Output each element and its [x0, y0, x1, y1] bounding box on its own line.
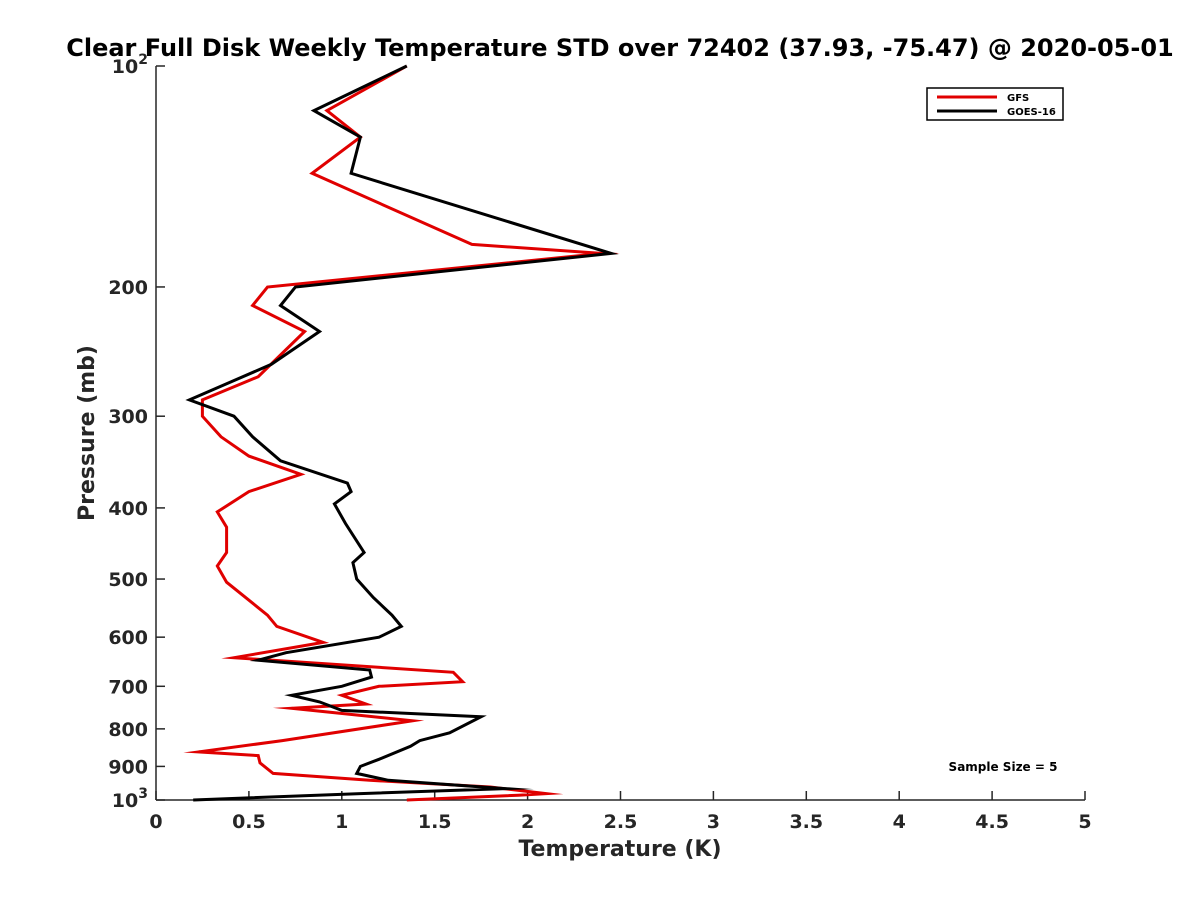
x-tick-label: 3	[707, 811, 720, 833]
y-tick-label: 103	[112, 786, 148, 812]
y-tick-label: 700	[108, 676, 148, 698]
legend-label: GOES-16	[1007, 107, 1056, 118]
chart-title: Clear Full Disk Weekly Temperature STD o…	[66, 34, 1174, 62]
x-axis-label: Temperature (K)	[518, 837, 721, 862]
y-tick-label: 600	[108, 627, 148, 649]
series-line-goes-16	[185, 64, 619, 802]
x-tick-label: 0	[149, 811, 162, 833]
y-tick-label: 102	[112, 52, 148, 78]
x-tick-label: 1	[335, 811, 348, 833]
legend: GFS GOES-16	[926, 87, 1064, 121]
series-line-gfs	[183, 64, 620, 802]
series-layer	[183, 64, 620, 802]
y-tick-label: 300	[108, 406, 148, 428]
y-tick-label: 500	[108, 569, 148, 591]
x-tick-label: 3.5	[789, 811, 823, 833]
y-axis-label: Pressure (mb)	[75, 345, 100, 521]
x-tick-label: 5	[1078, 811, 1091, 833]
plot-area: 0 0.5 1 1.5 2 2.5 3 3.5 4 4.5 5 102200300400500600…	[108, 52, 1091, 833]
y-tick-base: 10	[112, 56, 138, 78]
legend-box	[926, 87, 1064, 121]
x-tick-label: 0.5	[232, 811, 266, 833]
y-tick-label: 800	[108, 719, 148, 741]
y-tick-exponent: 2	[138, 52, 148, 68]
y-tick-base: 10	[112, 790, 138, 812]
sample-size-annotation: Sample Size = 5	[949, 760, 1058, 774]
x-tick-label: 2	[521, 811, 534, 833]
x-tick-label: 2.5	[604, 811, 638, 833]
x-tick-label: 1.5	[418, 811, 452, 833]
x-tick-label: 4	[893, 811, 906, 833]
legend-label: GFS	[1007, 93, 1029, 104]
y-tick-label: 900	[108, 756, 148, 778]
y-tick-label: 400	[108, 498, 148, 520]
y-tick-exponent: 3	[138, 786, 148, 802]
x-axis-ticks: 0 0.5 1 1.5 2 2.5 3 3.5 4 4.5 5	[149, 791, 1092, 833]
y-tick-label: 200	[108, 277, 148, 299]
x-tick-label: 4.5	[975, 811, 1009, 833]
